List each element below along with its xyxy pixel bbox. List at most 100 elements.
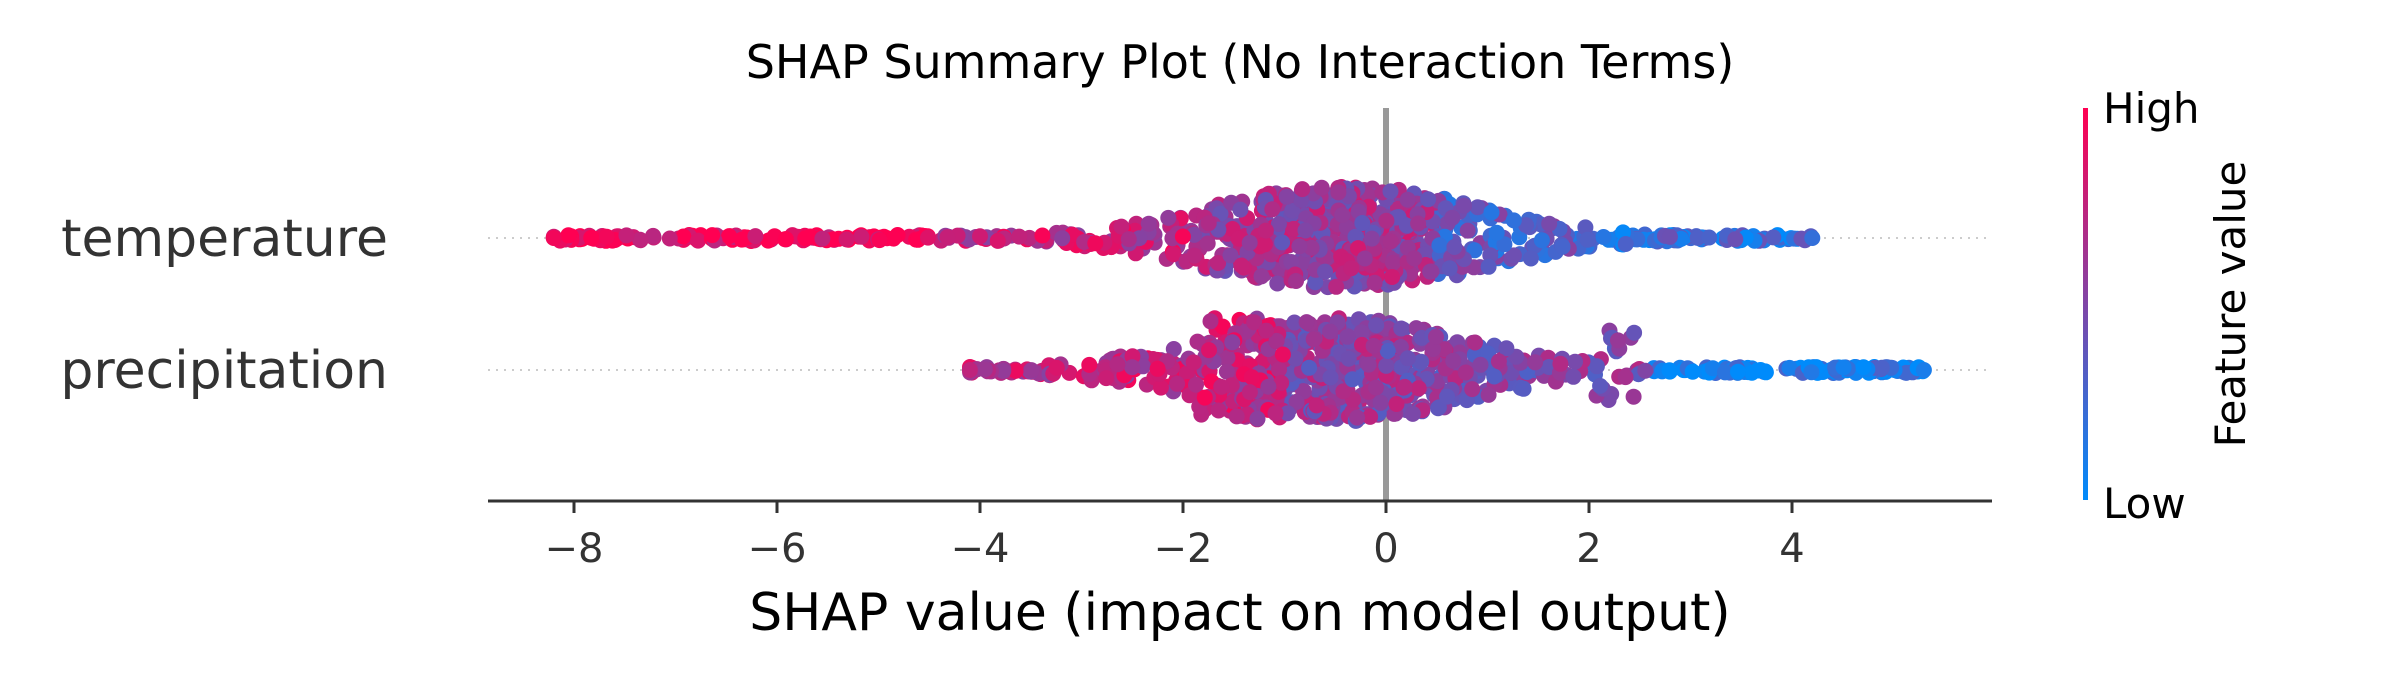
shap-dot	[1365, 337, 1382, 354]
shap-dot	[1260, 378, 1277, 395]
shap-dot	[1233, 257, 1250, 274]
shap-dot	[853, 228, 870, 245]
chart-title: SHAP Summary Plot (No Interaction Terms)	[746, 35, 1735, 89]
shap-dot	[1256, 236, 1273, 253]
shap-dot	[1098, 370, 1115, 387]
shap-dot	[1873, 359, 1890, 376]
shap-dot	[1308, 397, 1325, 414]
shap-dot	[1200, 215, 1217, 232]
shap-dot	[1270, 216, 1287, 232]
shap-dot	[1087, 235, 1104, 252]
shap-dot	[1466, 242, 1483, 259]
shap-dot	[1186, 247, 1203, 264]
shap-dot	[1214, 318, 1231, 335]
shap-dot	[1592, 377, 1609, 394]
shap-dot	[1165, 341, 1182, 357]
shap-dot	[1617, 236, 1634, 252]
shap-dot	[989, 232, 1006, 249]
shap-dot	[1232, 201, 1249, 218]
shap-dot	[885, 230, 902, 247]
shap-dot	[1472, 356, 1489, 373]
shap-dot	[1120, 231, 1137, 248]
shap-dot	[1360, 356, 1377, 373]
shap-dot	[583, 229, 600, 246]
shap-dot	[1268, 332, 1285, 349]
shap-dot	[1279, 405, 1296, 422]
shap-dot	[1366, 274, 1383, 291]
shap-dot	[545, 230, 562, 246]
shap-dot	[1023, 362, 1040, 379]
shap-dot	[661, 230, 678, 247]
shap-dot	[1288, 394, 1305, 410]
shap-dot	[1222, 247, 1239, 264]
shap-dot	[1717, 364, 1733, 381]
shap-dot	[1224, 334, 1241, 351]
x-tick-label: 2	[1576, 526, 1601, 572]
shap-dot	[1284, 202, 1301, 219]
x-tick-label: −2	[1154, 526, 1213, 572]
shap-dot	[1456, 197, 1472, 214]
shap-dot	[1368, 317, 1385, 334]
shap-dot	[1317, 263, 1333, 280]
shap-dot	[1257, 222, 1274, 239]
shap-dot	[1749, 362, 1766, 379]
shap-dot	[1577, 219, 1594, 236]
shap-dot	[1283, 254, 1300, 270]
shap-dot	[1113, 218, 1130, 235]
shap-dot	[1410, 380, 1427, 397]
shap-dot	[1467, 334, 1483, 351]
shap-dot	[1007, 362, 1024, 379]
shap-dot	[1803, 364, 1820, 381]
x-tick-label: −6	[748, 526, 807, 572]
shap-dot	[1286, 314, 1303, 331]
shap-dot	[1554, 238, 1571, 255]
shap-dot	[1271, 361, 1287, 378]
shap-dot	[704, 227, 721, 244]
shap-dot	[939, 229, 956, 246]
shap-dot	[1202, 313, 1219, 330]
shap-dot	[1704, 360, 1721, 377]
shap-dot	[1278, 188, 1295, 205]
shap-dot	[1307, 274, 1324, 291]
shap-dot	[976, 361, 993, 378]
shap-dot	[645, 227, 662, 244]
shap-dot	[1296, 253, 1313, 270]
shap-dot	[1273, 374, 1290, 391]
shap-dot	[838, 231, 855, 248]
shap-dot	[1588, 358, 1605, 375]
shap-dot	[690, 232, 707, 249]
shap-dot	[1294, 181, 1311, 198]
shap-dot	[1378, 212, 1395, 229]
shap-dot	[1617, 369, 1634, 386]
shap-dot	[814, 230, 831, 247]
shap-dot	[1431, 237, 1448, 254]
shap-dot	[1626, 324, 1643, 341]
shap-dot	[1160, 209, 1177, 226]
shap-dot	[1446, 239, 1463, 255]
shap-dot	[1303, 239, 1320, 256]
shap-dot	[1269, 275, 1286, 292]
shap-dot	[1441, 260, 1458, 277]
shap-dot	[747, 228, 764, 245]
shap-dot	[1210, 402, 1227, 419]
shap-dot	[920, 229, 936, 246]
shap-dot	[1765, 229, 1782, 246]
shap-dot	[1274, 234, 1291, 251]
shap-dot	[1285, 220, 1302, 237]
shap-dot	[1343, 260, 1360, 277]
shap-dot	[618, 227, 635, 244]
shap-dot	[1349, 409, 1366, 426]
shap-dot	[1274, 346, 1291, 363]
shap-dot	[1396, 378, 1413, 395]
feature-label-temperature: temperature	[61, 209, 388, 269]
shap-dot	[1459, 222, 1476, 239]
x-axis-label: SHAP value (impact on model output)	[749, 583, 1730, 643]
shap-dot	[1372, 394, 1389, 411]
shap-dot	[1730, 363, 1746, 380]
shap-dot	[1258, 322, 1275, 339]
shap-dot	[1354, 336, 1370, 353]
shap-dot	[1382, 233, 1399, 250]
shap-dot	[871, 232, 888, 249]
shap-dot	[1384, 269, 1401, 285]
